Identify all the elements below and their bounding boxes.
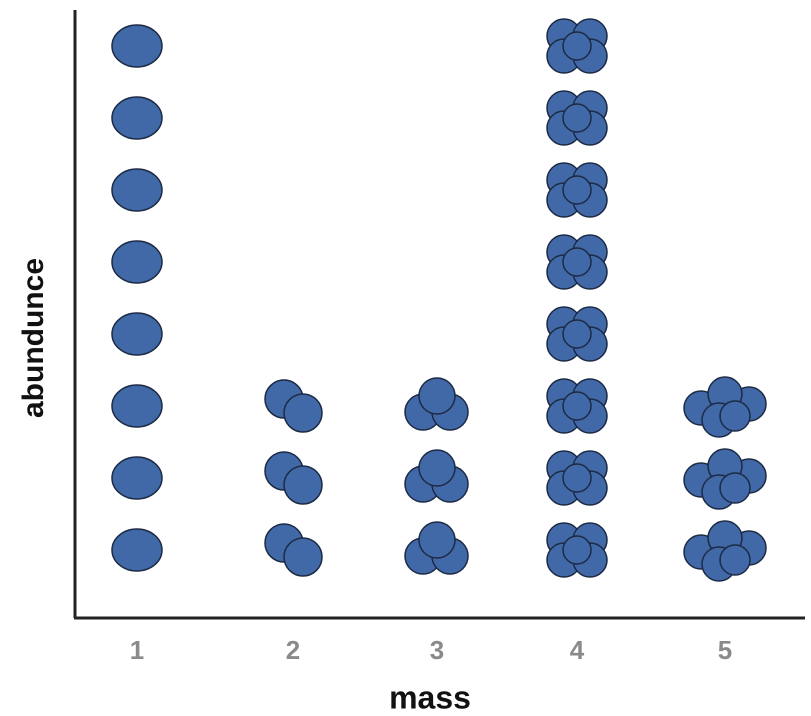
icon xyxy=(547,163,607,217)
nucleon xyxy=(112,529,162,571)
icon xyxy=(547,91,607,145)
nucleon xyxy=(720,473,750,503)
icon-column xyxy=(265,380,322,576)
icon xyxy=(684,377,766,437)
nucleon xyxy=(720,401,750,431)
icon xyxy=(112,241,162,283)
icon xyxy=(112,97,162,139)
x-tick-label: 5 xyxy=(718,635,732,665)
icon-column xyxy=(405,378,468,574)
nucleon xyxy=(112,385,162,427)
nucleon xyxy=(563,32,591,60)
icon xyxy=(405,378,468,430)
icon xyxy=(405,522,468,574)
x-tick-label: 4 xyxy=(570,635,585,665)
nucleon xyxy=(419,378,455,414)
icon xyxy=(547,235,607,289)
x-axis-label: mass xyxy=(389,679,471,715)
icon xyxy=(684,521,766,581)
icon xyxy=(547,523,607,577)
icon xyxy=(684,449,766,509)
x-tick-label: 2 xyxy=(286,635,300,665)
nucleon xyxy=(284,394,322,432)
nucleon xyxy=(720,545,750,575)
nucleon xyxy=(112,457,162,499)
nucleon xyxy=(563,392,591,420)
icon xyxy=(112,385,162,427)
icon xyxy=(265,524,322,576)
icon xyxy=(547,379,607,433)
nucleon xyxy=(563,536,591,564)
icon-column xyxy=(112,25,162,571)
icon-column xyxy=(684,377,766,581)
page: mass abundunce 12345 (() => { const data… xyxy=(0,0,811,716)
chart: mass abundunce 1 2 3 4 5 xyxy=(0,0,811,716)
icon xyxy=(112,529,162,571)
icon xyxy=(112,313,162,355)
x-tick-label: 1 xyxy=(130,635,144,665)
nucleon xyxy=(112,25,162,67)
nucleon xyxy=(112,97,162,139)
nucleon xyxy=(563,320,591,348)
icon xyxy=(265,380,322,432)
icon xyxy=(265,452,322,504)
x-tick-label: 3 xyxy=(430,635,444,665)
nucleon xyxy=(284,538,322,576)
nucleon xyxy=(563,176,591,204)
nucleon xyxy=(419,522,455,558)
nucleon xyxy=(112,169,162,211)
nucleon xyxy=(112,241,162,283)
nucleon xyxy=(563,248,591,276)
nucleon xyxy=(419,450,455,486)
icon xyxy=(547,451,607,505)
icon xyxy=(547,19,607,73)
icon-column xyxy=(547,19,607,577)
icon xyxy=(405,450,468,502)
icon xyxy=(547,307,607,361)
y-axis-label: abundunce xyxy=(17,258,50,418)
icon xyxy=(112,169,162,211)
nucleon xyxy=(563,104,591,132)
icon xyxy=(112,25,162,67)
nucleon xyxy=(284,466,322,504)
nucleon xyxy=(563,464,591,492)
icon xyxy=(112,457,162,499)
nucleon xyxy=(112,313,162,355)
